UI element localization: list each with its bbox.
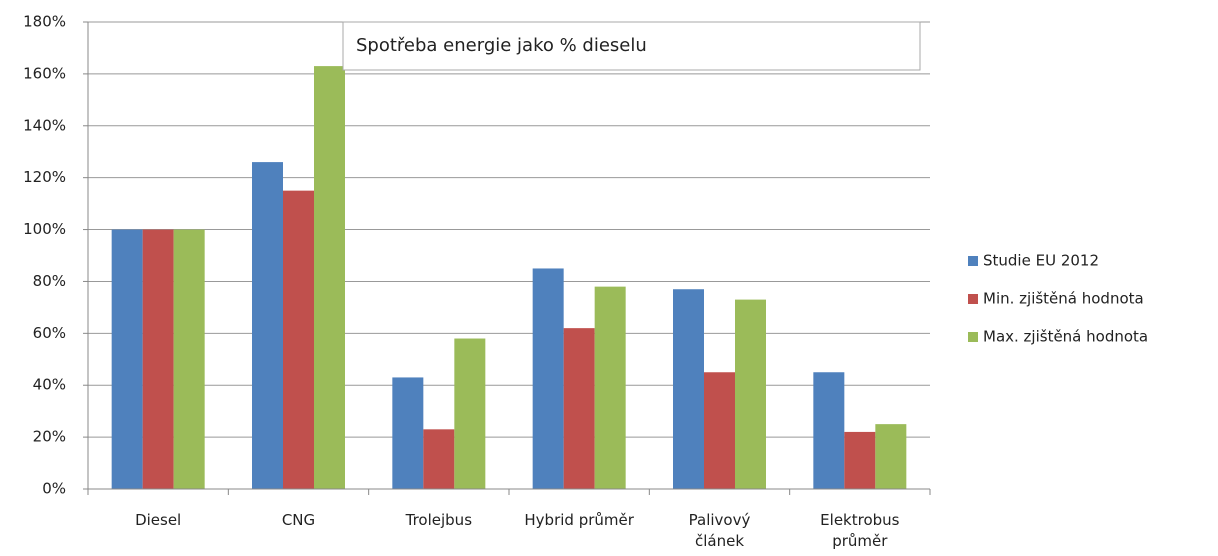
- bar: [423, 429, 455, 489]
- legend-label: Min. zjištěná hodnota: [983, 290, 1144, 308]
- legend-label: Max. zjištěná hodnota: [983, 328, 1148, 346]
- x-tick-label: CNG: [281, 511, 316, 529]
- legend-swatch: [968, 256, 978, 266]
- y-tick-label: 0%: [42, 480, 66, 498]
- bar: [111, 229, 143, 490]
- bar: [173, 229, 205, 490]
- x-tick-label: Elektrobus průměr: [820, 511, 900, 550]
- bar: [142, 229, 174, 490]
- y-tick-label: 140%: [23, 116, 66, 134]
- x-tick-label: Palivový článek: [688, 511, 751, 550]
- bar: [844, 431, 876, 489]
- legend-swatch: [968, 332, 978, 342]
- bar: [594, 286, 626, 489]
- bar: [314, 66, 345, 489]
- bar: [563, 328, 595, 489]
- bar: [735, 299, 766, 489]
- bar: [283, 190, 314, 489]
- x-tick-label: Diesel: [135, 511, 182, 529]
- y-tick-label: 80%: [33, 272, 66, 290]
- y-tick-label: 60%: [33, 324, 66, 342]
- x-tick-label: Hybrid průměr: [524, 511, 634, 529]
- legend-label: Studie EU 2012: [983, 252, 1099, 270]
- bar: [392, 377, 424, 489]
- y-tick-label: 40%: [33, 376, 66, 394]
- bar: [673, 289, 704, 489]
- title-box: [342, 21, 921, 71]
- bar: [252, 162, 283, 489]
- bar: [704, 372, 735, 489]
- legend-swatch: [968, 294, 978, 304]
- bar: [813, 372, 845, 489]
- bar: [454, 338, 486, 489]
- y-tick-label: 120%: [23, 168, 66, 186]
- y-tick-label: 180%: [23, 13, 66, 31]
- y-tick-label: 160%: [23, 64, 66, 82]
- bar: [532, 268, 564, 489]
- x-tick-label: Trolejbus: [405, 511, 473, 529]
- bar: [875, 424, 907, 489]
- chart-title: Spotřeba energie jako % dieselu: [356, 35, 647, 56]
- y-tick-label: 100%: [23, 220, 66, 238]
- y-tick-label: 20%: [33, 428, 66, 446]
